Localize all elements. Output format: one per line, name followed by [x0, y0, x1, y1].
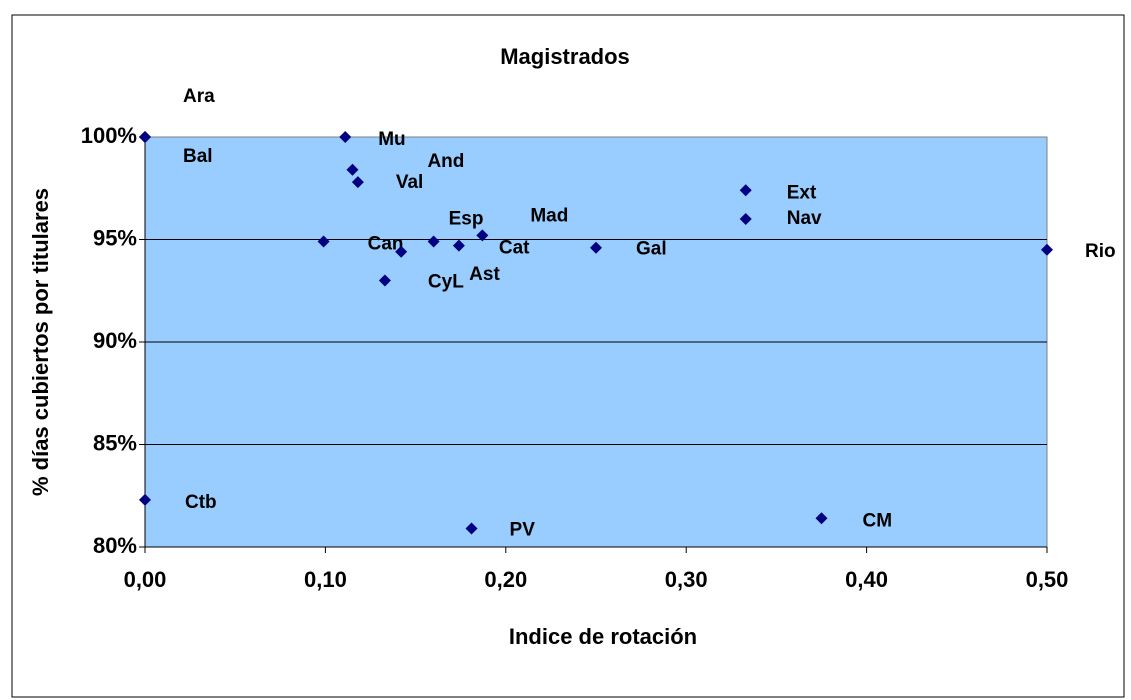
point	[739, 213, 752, 225]
y-tick-label: 85%	[93, 430, 137, 455]
point	[739, 184, 752, 197]
point	[465, 522, 478, 535]
point-label: Can	[368, 234, 404, 255]
point	[452, 239, 465, 252]
x-tick-label: 0,50	[1026, 567, 1069, 592]
point	[427, 235, 440, 248]
point	[339, 131, 352, 143]
x-tick-label: 0,00	[124, 567, 167, 592]
point-label: Cat	[499, 238, 530, 259]
point-label: Bal	[183, 146, 213, 167]
y-axis-label: % días cubiertos por titulares	[28, 188, 53, 496]
point-label: Mu	[378, 129, 405, 150]
point	[1041, 243, 1053, 256]
point	[139, 131, 151, 143]
y-tick-label: 80%	[93, 533, 137, 558]
x-tick-label: 0,10	[304, 567, 347, 592]
point-label: Mad	[530, 205, 568, 226]
point-label: Ara	[183, 86, 215, 107]
point-label: Gal	[636, 239, 667, 260]
point-label: PV	[510, 520, 536, 541]
point-label: Ext	[787, 182, 817, 203]
point	[476, 229, 489, 242]
point	[317, 235, 330, 248]
point-label: Ast	[469, 264, 500, 285]
point-label: Val	[396, 172, 423, 193]
point-label: Esp	[449, 209, 484, 230]
y-tick-label: 95%	[93, 225, 137, 250]
x-tick-label: 0,20	[484, 567, 527, 592]
chart-title: Magistrados	[500, 44, 630, 69]
y-tick-label: 100%	[81, 123, 137, 148]
x-tick-label: 0,30	[665, 567, 708, 592]
x-tick-label: 0,40	[845, 567, 888, 592]
point-label: And	[427, 151, 464, 172]
point	[139, 493, 151, 506]
point-label: Ctb	[185, 492, 217, 513]
point	[351, 176, 364, 189]
x-axis-label: Indice de rotación	[509, 624, 697, 649]
point-label: Rio	[1085, 241, 1116, 262]
y-tick-label: 90%	[93, 328, 137, 353]
point-label: Nav	[787, 208, 822, 229]
point	[346, 163, 359, 176]
point	[590, 241, 602, 254]
point-label: CyL	[428, 272, 464, 293]
point	[378, 274, 391, 287]
point	[815, 512, 828, 525]
point-label: CM	[863, 510, 893, 531]
point	[395, 245, 408, 258]
